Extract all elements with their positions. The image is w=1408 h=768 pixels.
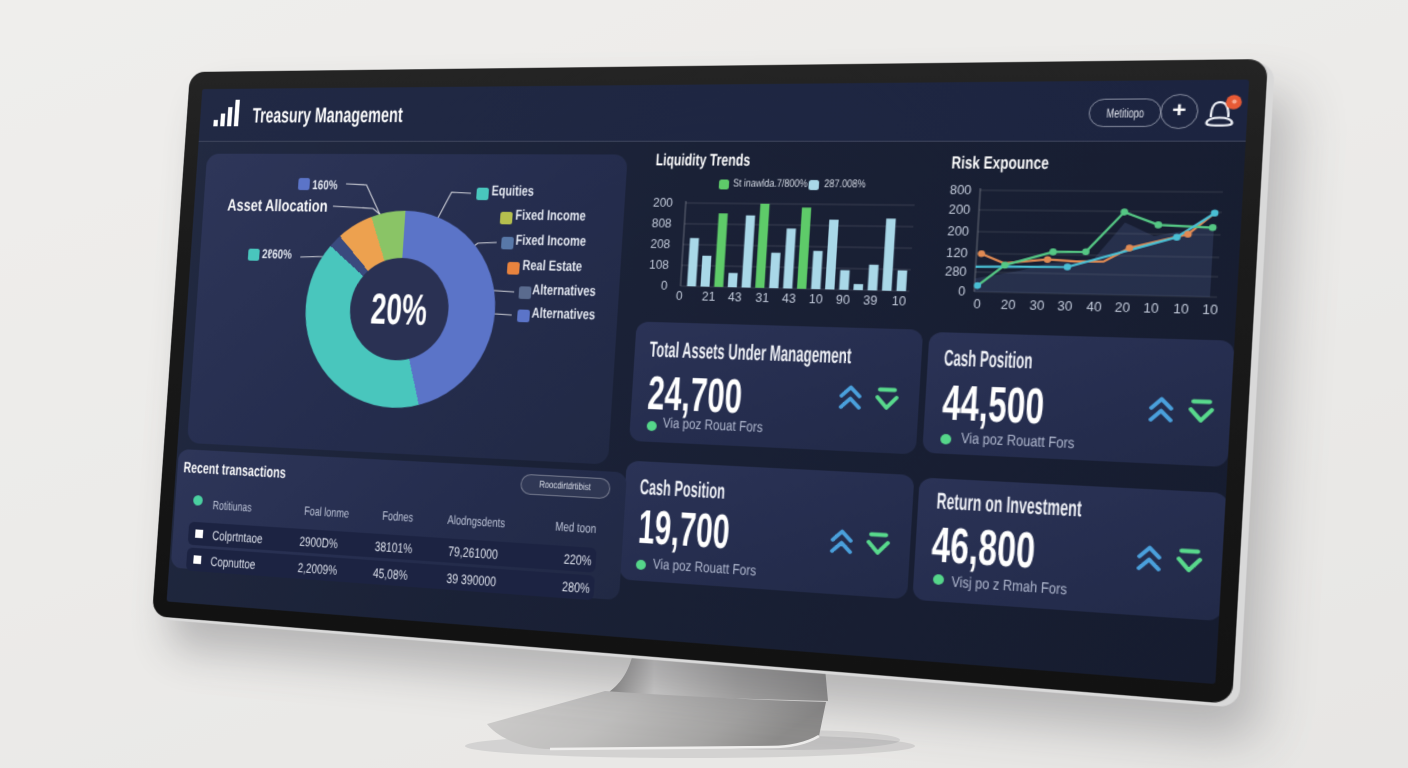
svg-text:208: 208 xyxy=(650,239,671,252)
svg-text:10: 10 xyxy=(1202,304,1219,318)
svg-text:20: 20 xyxy=(1114,302,1130,316)
svg-text:0: 0 xyxy=(661,280,669,293)
svg-text:10: 10 xyxy=(891,296,906,309)
svg-text:200: 200 xyxy=(948,204,971,217)
svg-text:800: 800 xyxy=(949,185,972,198)
svg-text:10: 10 xyxy=(808,294,823,307)
svg-text:0: 0 xyxy=(973,299,981,312)
svg-text:31: 31 xyxy=(755,293,770,306)
svg-text:20: 20 xyxy=(1000,299,1016,313)
svg-text:200: 200 xyxy=(653,198,674,211)
svg-text:43: 43 xyxy=(782,293,797,306)
svg-text:40: 40 xyxy=(1086,301,1102,315)
svg-text:280: 280 xyxy=(945,266,968,280)
svg-text:200: 200 xyxy=(947,226,970,239)
svg-text:21: 21 xyxy=(701,291,715,304)
svg-text:30: 30 xyxy=(1057,301,1073,315)
svg-text:39: 39 xyxy=(863,295,878,308)
svg-text:10: 10 xyxy=(1173,303,1190,317)
svg-text:108: 108 xyxy=(649,259,670,272)
svg-text:0: 0 xyxy=(675,291,683,304)
svg-text:120: 120 xyxy=(946,247,969,261)
svg-text:43: 43 xyxy=(728,292,743,305)
svg-text:0: 0 xyxy=(958,286,966,299)
svg-text:10: 10 xyxy=(1143,303,1159,317)
svg-text:808: 808 xyxy=(651,218,672,231)
svg-text:30: 30 xyxy=(1029,300,1045,314)
svg-text:90: 90 xyxy=(835,294,850,307)
